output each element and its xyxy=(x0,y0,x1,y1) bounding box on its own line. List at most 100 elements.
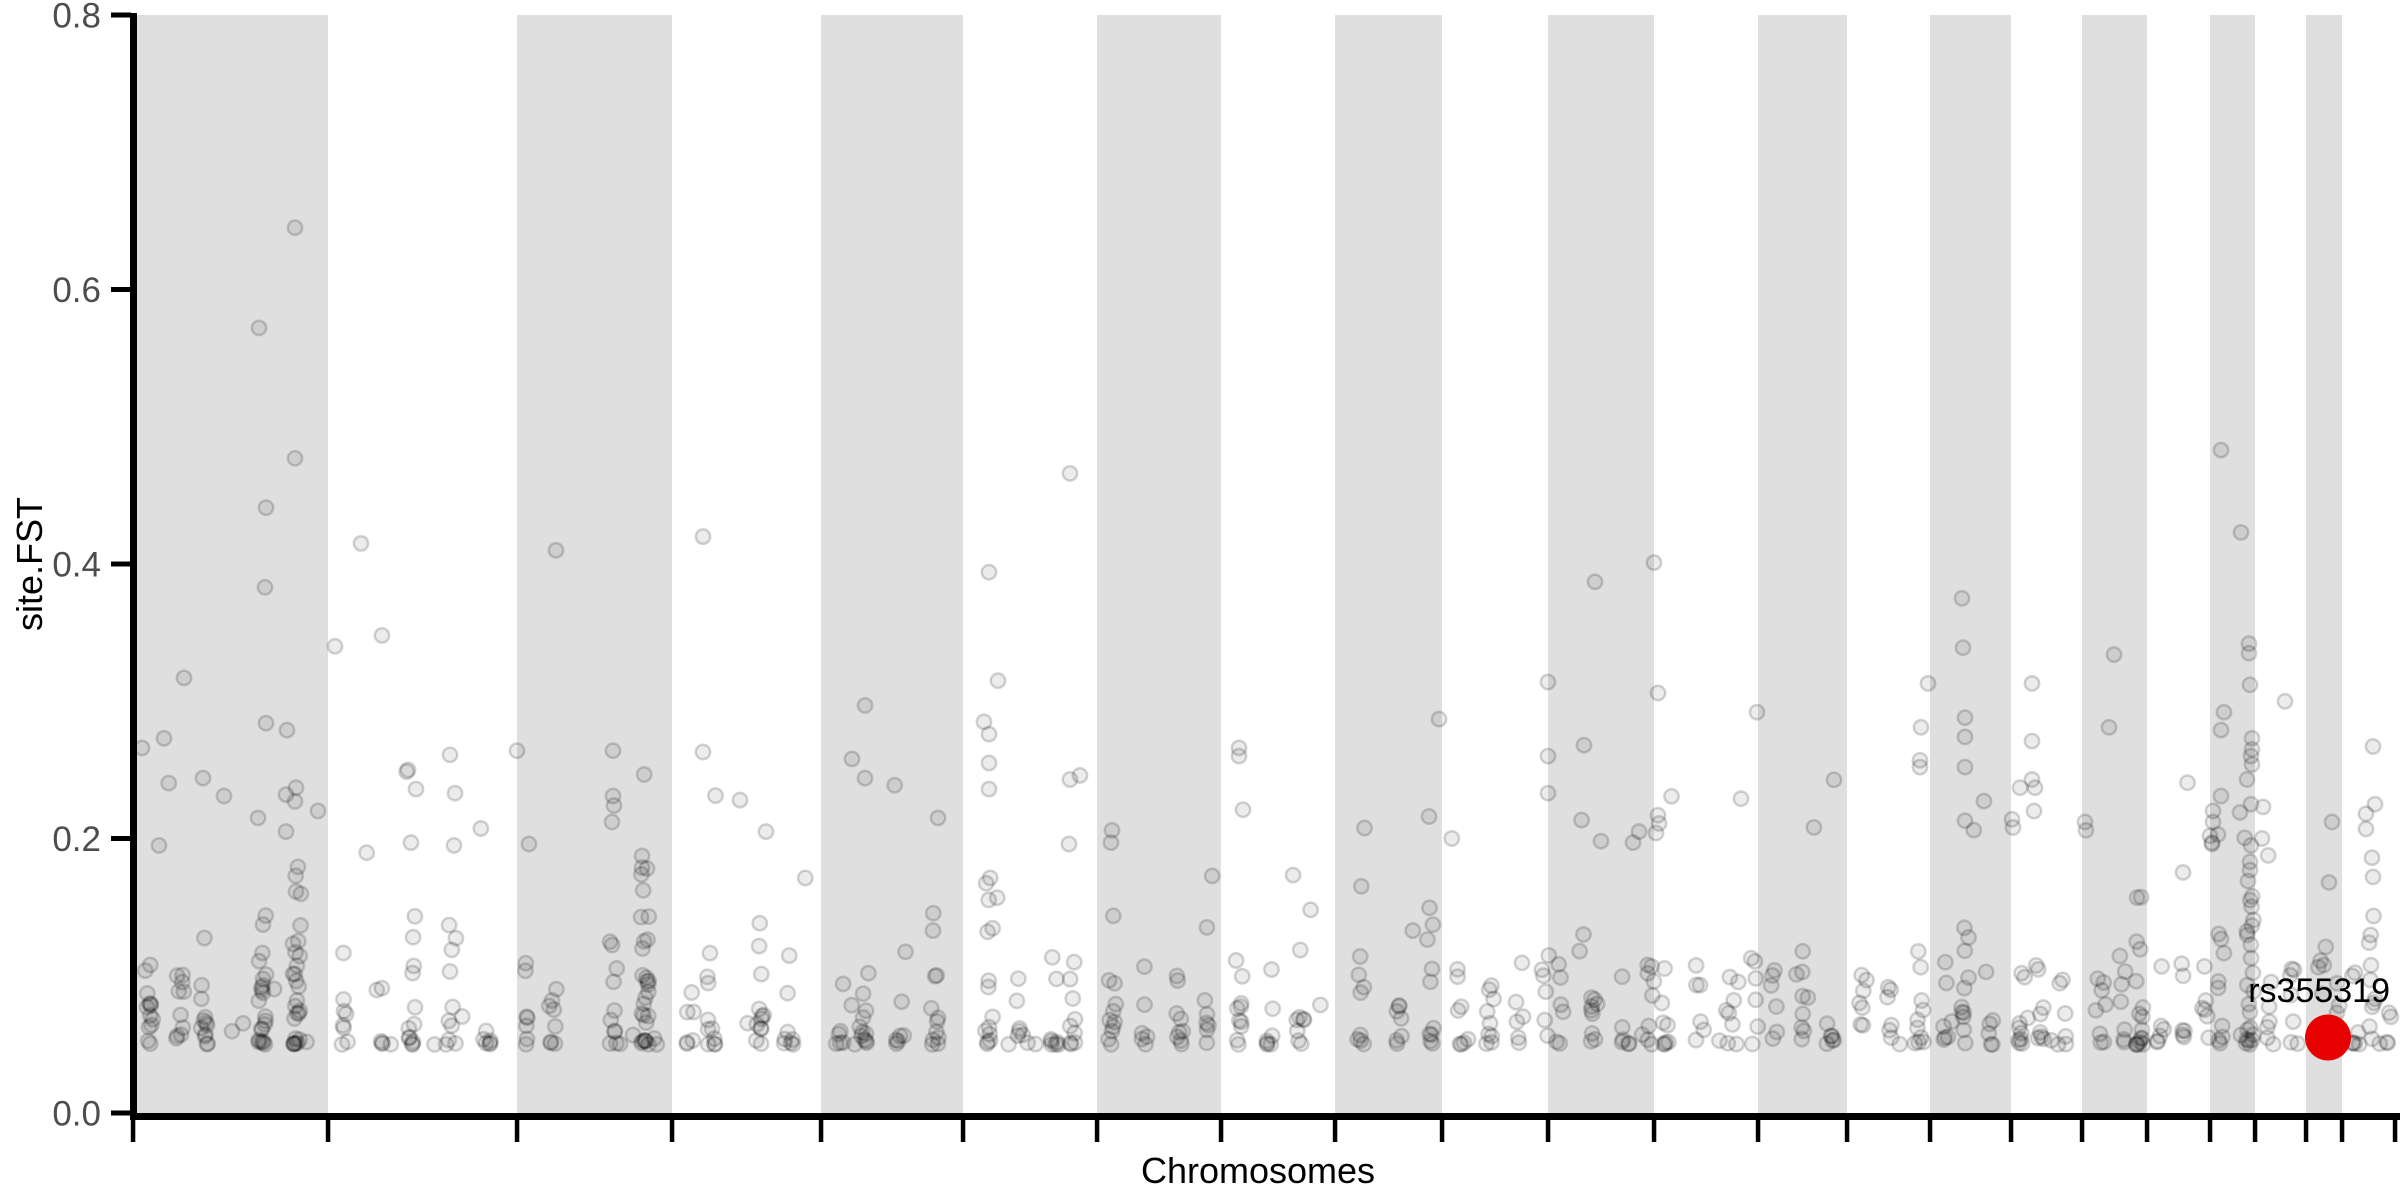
chromosome-band xyxy=(2147,15,2210,1113)
data-point xyxy=(979,923,997,941)
data-point xyxy=(1571,942,1589,960)
data-point xyxy=(1043,948,1061,966)
data-point xyxy=(1291,1008,1308,1026)
data-point xyxy=(400,1029,418,1047)
outlier-point xyxy=(2357,805,2375,823)
data-point xyxy=(1537,983,1555,1001)
data-point xyxy=(2152,1017,2170,1035)
outlier-point xyxy=(1060,835,1078,853)
highlighted-snp-point xyxy=(2305,1014,2351,1061)
data-point xyxy=(2285,961,2303,979)
data-point xyxy=(426,1035,443,1053)
data-point xyxy=(2010,1034,2028,1052)
data-point xyxy=(924,904,942,922)
data-point xyxy=(136,962,154,980)
x-axis-tick xyxy=(2303,1120,2309,1142)
data-point xyxy=(2315,956,2333,974)
data-point xyxy=(252,1033,270,1051)
data-point xyxy=(1198,1021,1216,1039)
data-point xyxy=(192,1019,210,1037)
outlier-point xyxy=(309,802,327,820)
data-point xyxy=(1692,1013,1710,1031)
data-point xyxy=(1794,942,1812,960)
data-point xyxy=(1768,1023,1786,1041)
data-point xyxy=(254,970,272,988)
data-point xyxy=(284,935,302,953)
data-point xyxy=(2210,1032,2228,1049)
data-point xyxy=(634,881,652,899)
data-point xyxy=(1613,968,1631,986)
data-point xyxy=(924,1031,942,1049)
outlier-point xyxy=(1230,739,1248,757)
data-point xyxy=(608,960,626,977)
data-point xyxy=(289,858,307,876)
outlier-point xyxy=(446,784,464,802)
data-point xyxy=(2213,1017,2231,1035)
outlier-point xyxy=(175,669,193,687)
data-point xyxy=(776,1030,794,1048)
data-point xyxy=(639,1007,657,1025)
chromosome-band xyxy=(1221,15,1335,1113)
data-point xyxy=(1352,1032,1370,1050)
data-point xyxy=(1230,1011,1248,1029)
chromosome-band xyxy=(2210,15,2255,1113)
data-point xyxy=(979,978,997,996)
data-point xyxy=(2148,1033,2166,1051)
outlier-point xyxy=(2076,813,2094,831)
outlier-point xyxy=(2254,798,2272,816)
data-point xyxy=(1066,1034,1084,1051)
data-point xyxy=(1483,1033,1500,1051)
data-point xyxy=(1955,919,1973,937)
y-tick-label: 0.2 xyxy=(52,820,101,859)
data-point xyxy=(1794,1005,1812,1023)
data-point xyxy=(699,1035,717,1053)
data-point xyxy=(1172,1010,1190,1028)
data-point xyxy=(2283,960,2301,978)
outlier-point xyxy=(2276,692,2294,710)
data-point xyxy=(172,1006,190,1024)
data-point xyxy=(2128,889,2146,907)
data-point xyxy=(2243,917,2261,935)
data-point xyxy=(2116,1021,2134,1039)
data-point xyxy=(2134,999,2152,1017)
data-point xyxy=(1984,1012,2002,1029)
data-point xyxy=(1583,1005,1601,1023)
outlier-point xyxy=(1956,728,1974,746)
data-point xyxy=(2051,974,2069,992)
data-point xyxy=(1747,969,1765,987)
data-point xyxy=(2151,1027,2169,1045)
outlier-point xyxy=(326,637,344,655)
data-point xyxy=(1891,1035,1909,1053)
data-point xyxy=(1960,929,1977,946)
x-axis-tick xyxy=(514,1120,520,1142)
data-point xyxy=(257,966,275,984)
chromosome-band xyxy=(1097,15,1221,1113)
data-point xyxy=(637,969,655,987)
data-point xyxy=(1643,987,1661,1004)
data-point xyxy=(195,929,213,947)
data-point xyxy=(285,1010,303,1027)
outlier-point xyxy=(980,780,998,798)
data-point xyxy=(477,1022,495,1040)
data-point xyxy=(640,1035,657,1053)
data-point xyxy=(637,1032,655,1050)
data-point xyxy=(1633,1026,1651,1044)
data-point xyxy=(929,1035,947,1053)
data-point xyxy=(1882,1016,1900,1034)
highlight-layer: rs355319 xyxy=(2248,972,2390,1061)
data-point xyxy=(1695,1021,1713,1039)
data-point xyxy=(1198,1034,1216,1052)
data-point xyxy=(1061,970,1079,988)
data-point xyxy=(1795,1022,1813,1040)
data-point xyxy=(897,943,914,961)
data-point xyxy=(1582,1032,1600,1050)
data-point xyxy=(1935,1018,1953,1035)
data-point xyxy=(291,1031,308,1049)
data-point xyxy=(1939,1028,1957,1046)
data-point xyxy=(705,1030,723,1048)
data-point xyxy=(250,952,268,970)
data-point xyxy=(2361,1018,2378,1036)
data-point xyxy=(1656,1035,1674,1053)
data-point xyxy=(636,989,654,1007)
x-axis-tick xyxy=(1927,1120,1933,1142)
